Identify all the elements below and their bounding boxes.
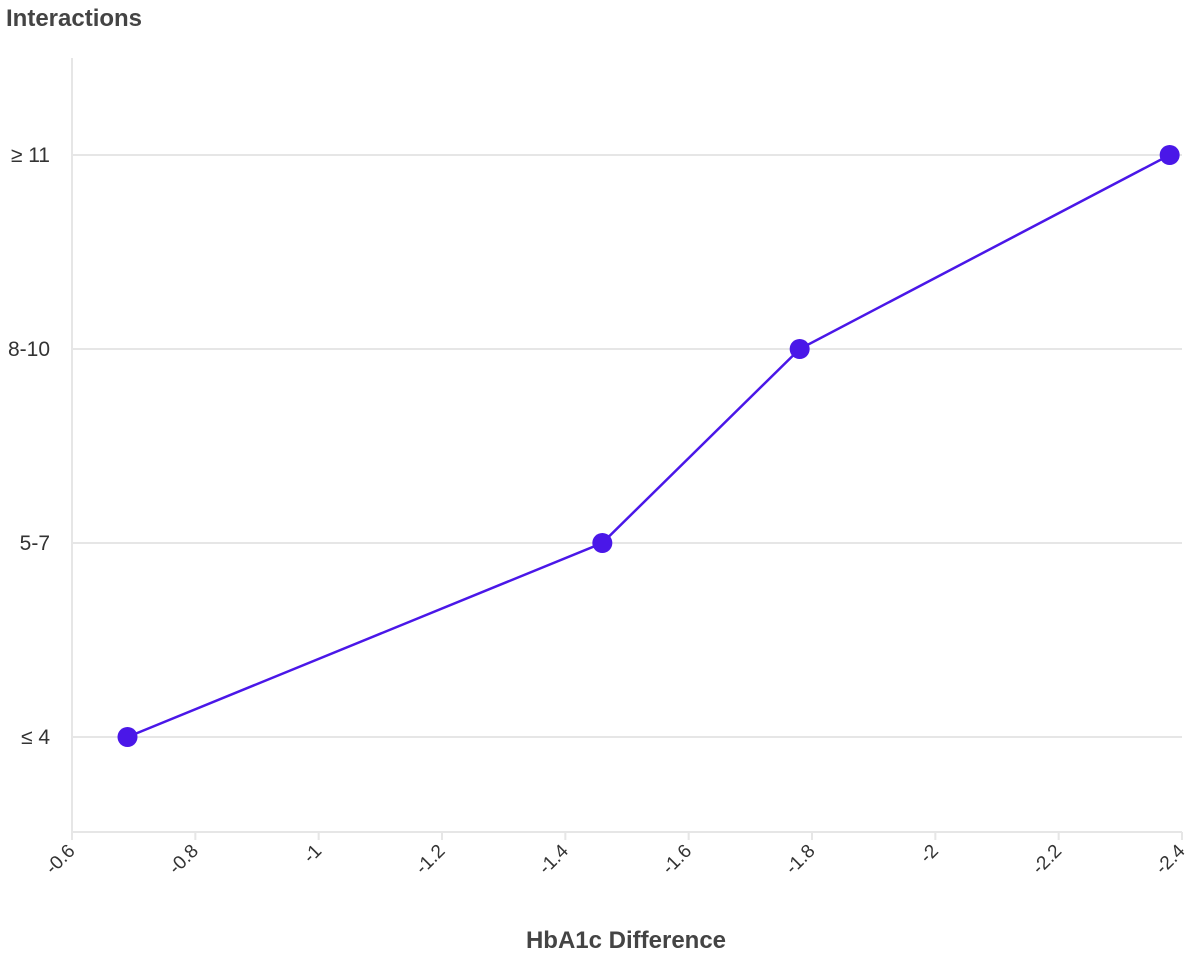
y-tick-label: ≤ 4 bbox=[21, 726, 50, 749]
y-tick-label: ≥ 11 bbox=[11, 144, 50, 167]
x-axis-title: HbA1c Difference bbox=[526, 927, 726, 954]
series-line bbox=[127, 153, 1171, 739]
x-tick-marks bbox=[71, 832, 1183, 840]
y-tick-label: 5-7 bbox=[20, 532, 50, 555]
x-tick-label: -0.6 bbox=[42, 841, 80, 879]
data-point[interactable] bbox=[117, 727, 138, 747]
x-tick-label: -2 bbox=[916, 841, 943, 868]
data-point[interactable] bbox=[789, 339, 810, 359]
series-group bbox=[117, 145, 1180, 747]
x-tick-label: -0.8 bbox=[165, 841, 203, 879]
data-point[interactable] bbox=[1159, 145, 1180, 165]
x-tick-label: -2.2 bbox=[1028, 841, 1066, 879]
x-tick-label: -1 bbox=[299, 841, 326, 868]
y-tick-labels: ≤ 4 5-7 8-10 ≥ 11 bbox=[8, 144, 50, 749]
x-tick-label: -2.4 bbox=[1152, 840, 1190, 878]
x-tick-label: -1.6 bbox=[658, 841, 696, 879]
x-tick-label: -1.4 bbox=[535, 840, 573, 878]
y-axis-title: Interactions bbox=[6, 5, 142, 32]
x-tick-labels: -0.6 -0.8 -1 -1.2 -1.4 -1.6 -1.8 -2 -2.2 -2.4 bbox=[42, 840, 1190, 878]
x-tick-label: -1.8 bbox=[782, 841, 820, 879]
y-gridlines bbox=[72, 154, 1182, 738]
data-point[interactable] bbox=[592, 533, 613, 553]
x-tick-label: -1.2 bbox=[412, 841, 450, 879]
y-tick-label: 8-10 bbox=[8, 338, 50, 361]
